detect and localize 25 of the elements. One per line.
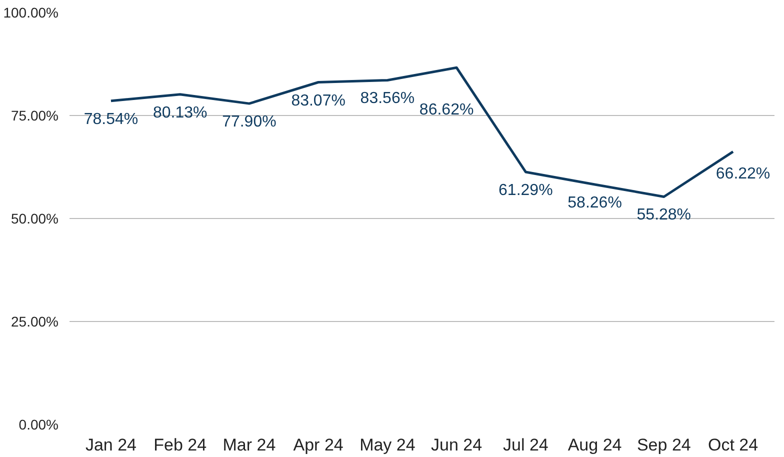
y-tick-label: 50.00% <box>11 210 58 226</box>
data-label: 78.54% <box>84 110 138 128</box>
x-tick-label: Aug 24 <box>568 436 622 454</box>
y-tick-label: 75.00% <box>11 108 58 124</box>
data-label: 83.07% <box>291 92 346 110</box>
x-tick-label: Mar 24 <box>222 436 276 454</box>
x-tick-label: Apr 24 <box>293 436 344 454</box>
data-label: 83.56% <box>360 90 415 108</box>
data-label: 86.62% <box>419 102 474 119</box>
y-tick-label: 0.00% <box>18 416 59 432</box>
data-label: 77.90% <box>222 114 276 131</box>
data-label: 66.22% <box>716 166 770 183</box>
data-label: 61.29% <box>498 182 553 199</box>
x-tick-label: Jul 24 <box>502 436 548 454</box>
data-label: 58.26% <box>568 194 622 212</box>
x-tick-label: Jan 24 <box>85 436 136 454</box>
x-tick-label: Jun 24 <box>431 436 482 454</box>
x-tick-label: May 24 <box>360 436 416 454</box>
y-tick-label: 25.00% <box>11 314 58 330</box>
y-tick-label: 100.00% <box>3 4 59 20</box>
data-label: 80.13% <box>152 104 208 122</box>
data-label: 55.28% <box>636 206 692 224</box>
x-tick-label: Feb 24 <box>154 436 207 454</box>
x-tick-label: Oct 24 <box>708 436 758 454</box>
x-tick-label: Sep 24 <box>636 436 691 454</box>
